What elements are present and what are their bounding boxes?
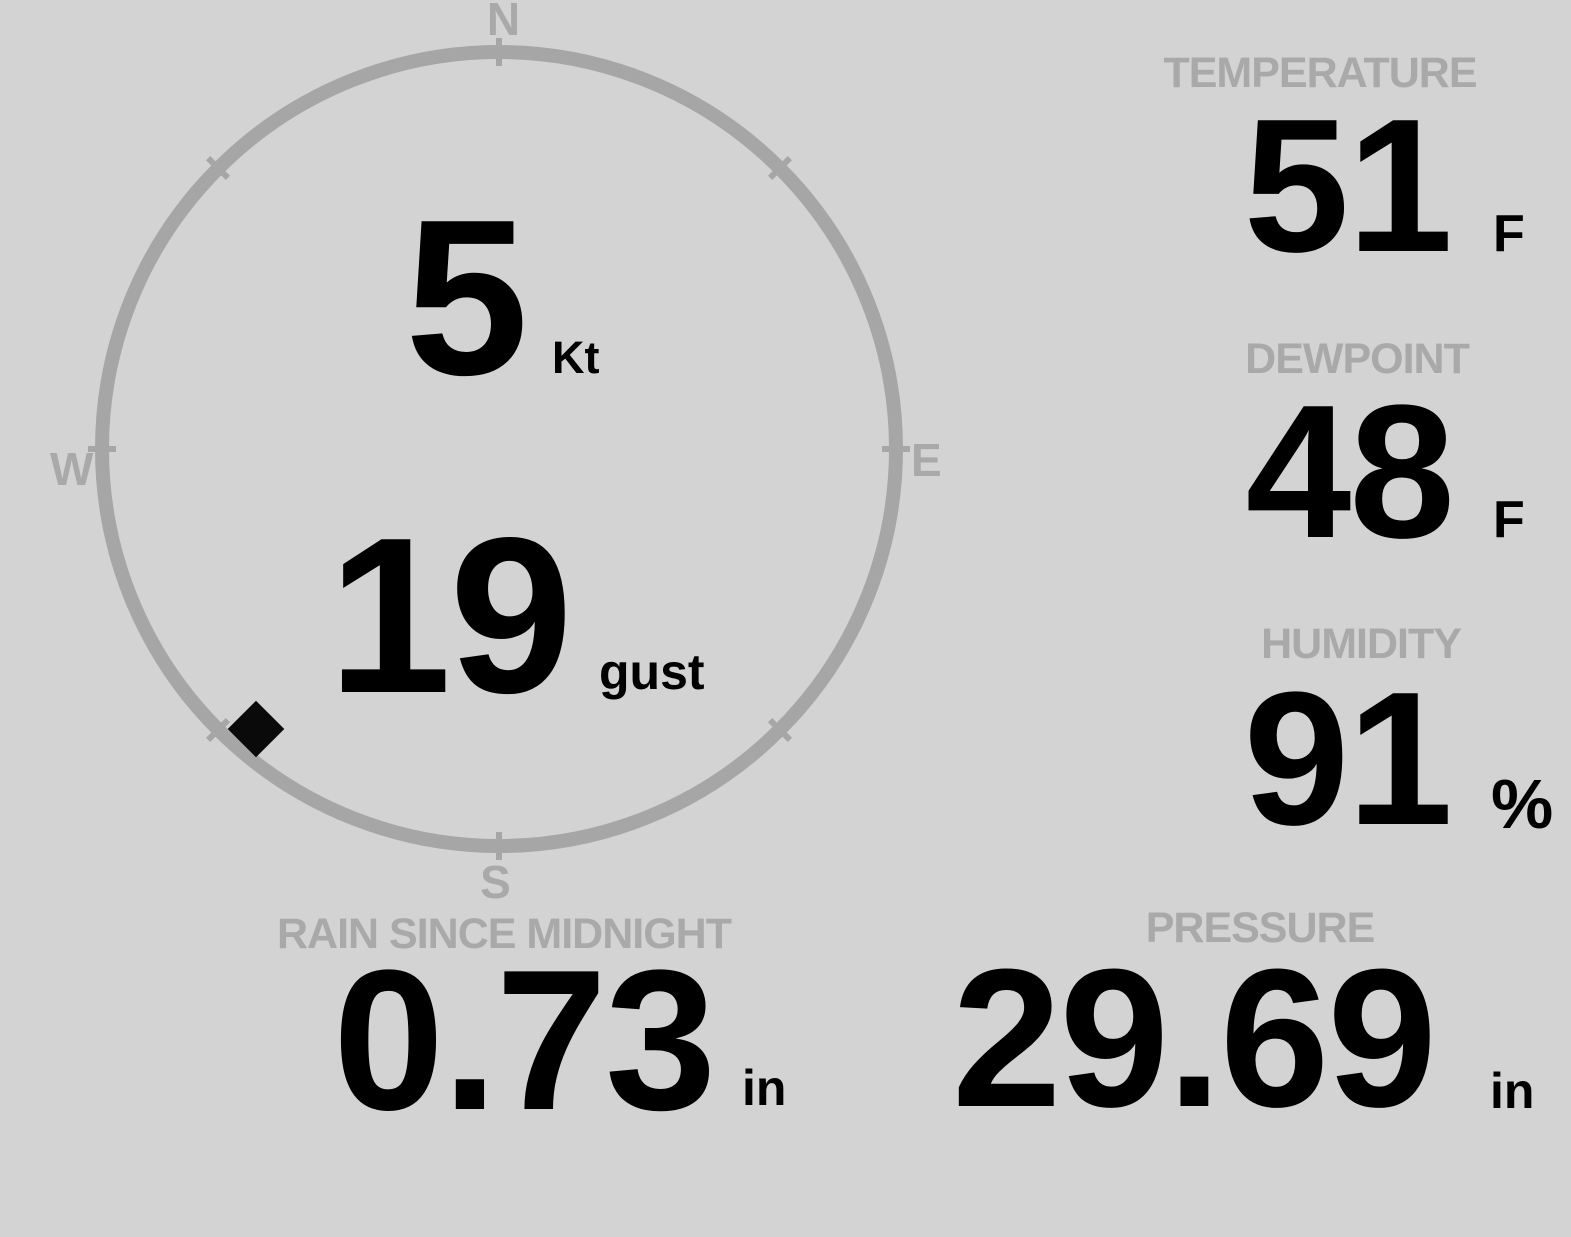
pressure-label: PRESSURE (1145, 904, 1376, 952)
rain-since-midnight-value: 0.73 (333, 929, 716, 1152)
temperature-unit: F (1493, 205, 1525, 263)
humidity-unit: % (1491, 765, 1554, 843)
humidity-label: HUMIDITY (1261, 620, 1462, 668)
dewpoint-label: DEWPOINT (1245, 335, 1470, 383)
wind-gust-unit: gust (599, 644, 705, 700)
compass-label-north: N (486, 0, 520, 45)
temperature-value: 51 (1243, 80, 1453, 292)
wind-gust-value: 19 (328, 492, 573, 740)
wind-speed-value: 5 (405, 174, 528, 422)
rain-since-midnight-label: RAIN SINCE MIDNIGHT (277, 910, 732, 958)
compass-tick-e (882, 446, 910, 452)
compass-label-east: E (911, 434, 942, 486)
wind-speed-unit: Kt (552, 332, 600, 383)
compass-label-west: W (50, 443, 93, 495)
humidity-value: 91 (1243, 653, 1453, 865)
dewpoint-value: 48 (1245, 366, 1455, 578)
pressure-value: 29.69 (952, 928, 1437, 1148)
temperature-label: TEMPERATURE (1163, 49, 1477, 97)
rain-since-midnight-unit: in (742, 1060, 787, 1116)
compass-tick-s (496, 832, 502, 860)
compass-tick-n (496, 38, 502, 66)
compass-label-south: S (480, 856, 511, 908)
dewpoint-unit: F (1493, 491, 1525, 549)
pressure-unit: in (1490, 1063, 1535, 1119)
